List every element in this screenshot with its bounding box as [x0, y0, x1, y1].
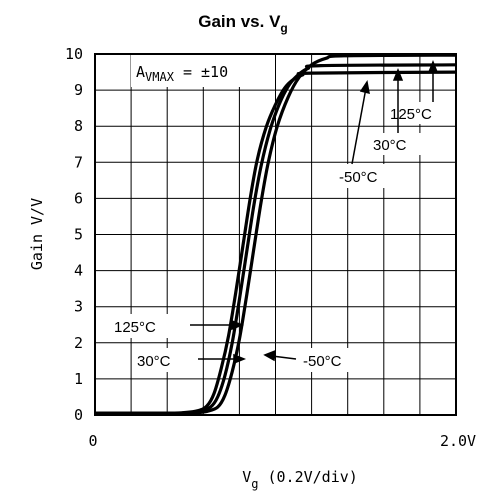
y-tick-label: 7 [74, 153, 83, 171]
label-30c-bottom: 30°C [137, 353, 171, 370]
y-tick-labels: 0 1 2 3 4 5 6 7 8 9 10 [65, 45, 83, 424]
y-tick-label: 10 [65, 45, 83, 63]
annotation-box [131, 55, 273, 87]
label-minus50c-top: -50°C [339, 169, 378, 186]
label-bg-50-top [335, 164, 407, 188]
grid [95, 54, 456, 415]
x-tick-label-2v: 2.0V [440, 432, 476, 450]
arrow-30c-top [392, 67, 404, 81]
label-bg-125-bot [110, 314, 190, 338]
y-tick-label: 9 [74, 81, 83, 99]
label-bg-125-top [386, 102, 452, 124]
y-axis-label: Gain V/V [28, 198, 46, 270]
label-125c-bottom: 125°C [114, 319, 156, 336]
curves [94, 53, 457, 415]
x-axis-label: Vg (0.2V/div) [242, 468, 358, 491]
arrow-30c-bottom [233, 353, 247, 365]
label-bg-50-bot [296, 348, 372, 372]
chart-title: Gain vs. Vg [198, 12, 288, 35]
y-tick-label: 1 [74, 370, 83, 388]
y-tick-label: 2 [74, 334, 83, 352]
x-tick-label-0: 0 [88, 432, 97, 450]
leader-minus50c-bottom [271, 355, 297, 360]
arrow-minus50c-top [359, 80, 370, 95]
leader-lines [190, 59, 439, 365]
series-line-2 [94, 53, 457, 415]
arrow-minus50c-bottom [263, 349, 276, 362]
y-tick-label: 0 [74, 406, 83, 424]
y-tick-label: 4 [74, 262, 83, 280]
label-30c-top: 30°C [373, 137, 407, 154]
annotation-avmax: AVMAX = ±10 [136, 63, 228, 84]
y-tick-label: 5 [74, 226, 83, 244]
arrow-125c-bottom [231, 319, 245, 331]
arrow-125c-top [427, 59, 439, 73]
y-tick-label: 6 [74, 189, 83, 207]
label-bg-30-bot [132, 348, 198, 372]
label-125c-top: 125°C [390, 106, 432, 123]
label-minus50c-bottom: -50°C [303, 353, 342, 370]
leader-minus50c-top [351, 87, 367, 165]
plot-frame [94, 53, 457, 416]
label-bg-30-top [369, 133, 425, 155]
y-tick-label: 3 [74, 298, 83, 316]
y-tick-label: 8 [74, 117, 83, 135]
